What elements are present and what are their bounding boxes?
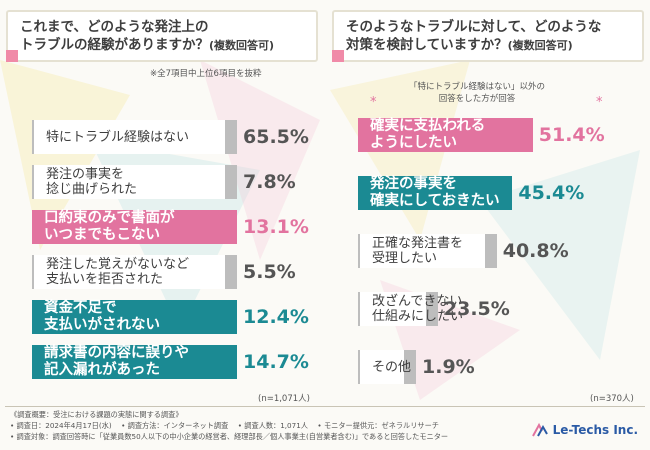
bar-end-cap: [225, 120, 237, 154]
bar-value-label: 65.5%: [243, 126, 309, 148]
corner-accent: [6, 50, 18, 62]
bar-value-label: 14.7%: [243, 351, 309, 373]
footer-line2: • 調査対象：調査回答時に「従業員数50人以下の中小企業の経営者、経理部長／個人…: [10, 432, 449, 441]
left-note: ※全7項目中上位6項目を抜粋: [150, 69, 262, 79]
bar-end-cap: [225, 255, 237, 289]
bar-4: 改ざんできない 仕組みにしたい: [358, 292, 463, 326]
footer-line1: • 調査日：2024年4月17日(水) • 調査方法：インターネット調査 • 調…: [10, 421, 439, 430]
bar-end-cap: [225, 165, 237, 199]
right-note-mark-left: *: [370, 95, 377, 110]
bar-label: 改ざんできない 仕組みにしたい: [372, 294, 464, 324]
bar-label: 発注の事実を 捻じ曲げられた: [46, 167, 138, 197]
corner-accent: [332, 50, 344, 62]
bar-2: 発注の事実を 確実にしておきたい: [358, 176, 513, 210]
bar-end-cap: [404, 350, 416, 384]
right-note-mark-right: *: [596, 95, 603, 110]
right-question-line2: 対策を検討していますか？: [346, 37, 508, 53]
company-logo: Le-Techs Inc.: [531, 422, 638, 438]
left-question-box: これまで、どのような発注上の トラブルの経験がありますか？(複数回答可): [6, 10, 318, 62]
bar-value-label: 1.9%: [422, 356, 475, 378]
bar-value-label: 23.5%: [443, 298, 510, 320]
bar-end-cap: [484, 234, 497, 268]
right-question-tag: (複数回答可): [507, 39, 573, 52]
bar-6: 請求書の内容に誤りや 記入漏れがあった: [32, 345, 237, 379]
right-question-box: そのようなトラブルに対して、どのような 対策を検討していますか？(複数回答可): [332, 10, 644, 62]
left-question-line1: これまで、どのような発注上の: [20, 19, 209, 35]
bar-value-label: 45.4%: [518, 182, 585, 204]
company-name: Le-Techs Inc.: [552, 423, 638, 437]
bar-end-cap: [425, 292, 438, 326]
bar-label: 資金不足で 支払いがされない: [44, 300, 160, 333]
bar-label: 口約束のみで書面が いつまでもこない: [44, 210, 175, 243]
bar-1: 特にトラブル経験はない: [32, 120, 237, 154]
right-sample-size: (n=370人): [590, 394, 634, 404]
bar-label: 確実に支払われる ようにしたい: [370, 118, 486, 151]
bar-label: 正確な発注書を 受理したい: [372, 236, 464, 266]
bar-value-label: 13.1%: [243, 216, 309, 238]
bar-label: 発注した覚えがないなど 支払いを拒否された: [46, 257, 190, 287]
bar-2: 発注の事実を 捻じ曲げられた: [32, 165, 237, 199]
bar-value-label: 12.4%: [243, 306, 309, 328]
bar-label: 特にトラブル経験はない: [46, 129, 190, 145]
footer-separator: [5, 406, 645, 407]
left-question-tag: (複数回答可): [209, 39, 275, 52]
right-note-line1: 「特にトラブル経験はない」以外の: [408, 82, 545, 92]
bar-value-label: 40.8%: [502, 240, 569, 262]
left-sample-size: (n=1,071人): [258, 394, 310, 404]
bar-5: 資金不足で 支払いがされない: [32, 300, 237, 334]
right-note-line2: 回答をした方が回答: [438, 94, 516, 104]
bar-3: 正確な発注書を 受理したい: [358, 234, 497, 268]
right-note: 「特にトラブル経験はない」以外の 回答をした方が回答: [377, 80, 577, 104]
bar-label: その他: [372, 359, 412, 375]
left-question-line2: トラブルの経験がありますか？: [20, 37, 209, 53]
bar-4: 発注した覚えがないなど 支払いを拒否された: [32, 255, 237, 289]
le-techs-logo-icon: [531, 422, 548, 437]
footer-overview: 《調査概要：受注における課題の実態に関する調査》: [10, 410, 183, 419]
bar-3: 口約束のみで書面が いつまでもこない: [32, 210, 237, 244]
bar-value-label: 7.8%: [243, 171, 296, 193]
bar-5: その他: [358, 350, 416, 384]
bar-value-label: 5.5%: [243, 261, 296, 283]
bar-value-label: 51.4%: [538, 124, 605, 146]
bar-label: 発注の事実を 確実にしておきたい: [370, 176, 500, 209]
bar-label: 請求書の内容に誤りや 記入漏れがあった: [44, 345, 189, 378]
bar-1: 確実に支払われる ようにしたい: [358, 118, 533, 152]
right-question-line1: そのようなトラブルに対して、どのような: [346, 19, 602, 35]
